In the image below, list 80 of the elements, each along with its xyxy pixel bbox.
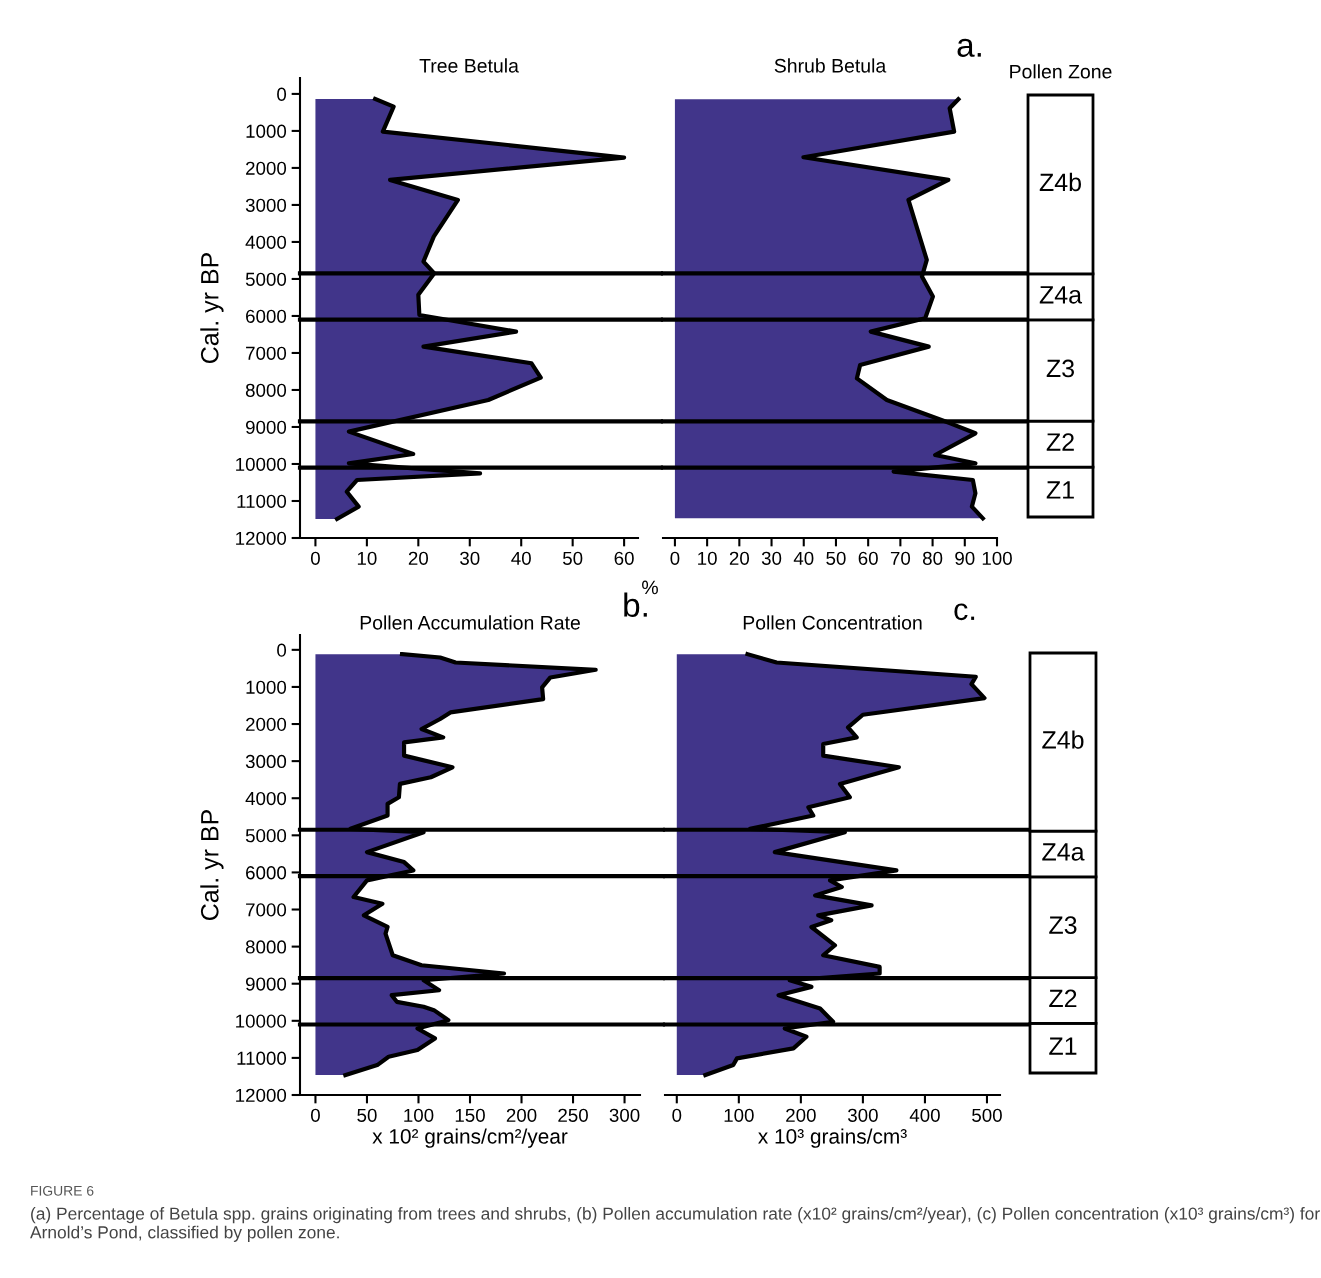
y-tick-label: 12000 — [236, 531, 287, 545]
x-tick-label: 100 — [404, 1108, 434, 1122]
y-tick-label: 12000 — [236, 1088, 287, 1102]
text: a. — [957, 38, 981, 57]
y-tick-label: 0 — [277, 87, 287, 101]
x-tick-label: 80 — [922, 551, 943, 565]
y-tick-label: 7000 — [246, 346, 287, 360]
x-tick-label: 40 — [511, 551, 531, 565]
x-tick-label: 60 — [858, 551, 878, 565]
y-tick-label: 3000 — [245, 754, 287, 769]
x-tick-label: 300 — [609, 1108, 640, 1122]
chart-title: Shrub Betula — [774, 58, 887, 73]
y-tick-label: 9000 — [245, 977, 287, 991]
x-tick-label: 100 — [724, 1108, 754, 1122]
y-tick-label: 11000 — [237, 494, 287, 508]
y-tick-label: 1000 — [246, 124, 287, 138]
y-axis-title: Cal. yr BP — [200, 253, 224, 363]
y-tick-label: 10000 — [236, 457, 287, 471]
y-tick-label: 11000 — [237, 1051, 287, 1065]
x-tick-label: 200 — [506, 1108, 537, 1122]
y-tick-label: 3000 — [245, 198, 287, 212]
x-tick-label: 400 — [909, 1108, 940, 1122]
x-tick-label: 30 — [761, 551, 782, 565]
x-tick-label: 0 — [672, 1108, 682, 1122]
x-tick-label: 20 — [408, 551, 429, 565]
x-tick-label: 300 — [847, 1108, 878, 1122]
y-tick-label: 4000 — [245, 791, 287, 806]
x-tick-label: 150 — [455, 1108, 485, 1122]
chart-title: Pollen Accumulation Rate — [360, 615, 580, 630]
y-tick-label: 5000 — [245, 829, 287, 843]
x-tick-label: 70 — [890, 551, 911, 565]
x-tick-label: 50 — [826, 551, 846, 565]
x-tick-label: 30 — [460, 551, 480, 565]
x-tick-label: 60 — [614, 551, 634, 565]
y-tick-label: 8000 — [245, 383, 287, 397]
x-axis-title: x 10² grains/cm²/year — [372, 1128, 568, 1148]
series-label: Z3 — [1046, 359, 1074, 378]
y-tick-label: 1000 — [246, 680, 287, 694]
y-tick-label: 6000 — [246, 866, 287, 880]
chart-title: Pollen Concentration — [743, 615, 922, 630]
x-tick-label: 500 — [972, 1108, 1002, 1122]
text: c. — [954, 603, 975, 621]
y-tick-label: 5000 — [245, 272, 287, 286]
series-label: Z4b — [1042, 730, 1084, 749]
chart-title: Tree Betula — [419, 58, 519, 73]
chart-title: Pollen Zone — [1010, 64, 1112, 79]
x-tick-label: 0 — [670, 551, 680, 565]
x-tick-label: 200 — [786, 1108, 816, 1122]
y-axis-title: Cal. yr BP — [200, 810, 224, 920]
x-tick-label: 100 — [982, 551, 1012, 565]
series-label: Z3 — [1049, 916, 1077, 934]
x-tick-label: 10 — [698, 551, 717, 565]
y-tick-label: 4000 — [245, 235, 287, 249]
y-tick-label: 6000 — [246, 309, 287, 323]
series-label: Z4a — [1039, 286, 1083, 304]
y-tick-label: 2000 — [246, 717, 287, 732]
series-label: Z2 — [1049, 989, 1077, 1008]
x-tick-label: 50 — [357, 1108, 377, 1122]
y-tick-label: 7000 — [246, 903, 287, 917]
y-tick-label: 10000 — [236, 1014, 287, 1028]
series-label: Z1 — [1046, 481, 1074, 499]
x-tick-label: 20 — [729, 551, 750, 565]
x-tick-label: 250 — [558, 1108, 588, 1122]
x-axis-title: x 10³ grains/cm³ — [758, 1128, 907, 1148]
series-label: Z4a — [1042, 843, 1085, 861]
series-label: Z2 — [1046, 433, 1074, 451]
y-tick-label: 2000 — [246, 161, 287, 175]
x-tick-label: 40 — [793, 551, 814, 565]
caption: FIGURE 6 — [31, 1185, 94, 1196]
y-tick-label: 9000 — [245, 420, 287, 434]
y-tick-label: 0 — [277, 643, 287, 657]
y-tick-label: 8000 — [245, 940, 287, 954]
x-tick-label: 10 — [357, 551, 377, 565]
x-tick-label: 50 — [562, 551, 583, 565]
text: (a) Percentage of Betula spp. grains originating from trees and shrubs, (b) Pollen accumulation rate (x10² grains/cm²/year), (c) Pollen concentration (x10³ grains/cm³) for Arnold’s Pond, classified by pollen zone. — [30, 1207, 1320, 1242]
series-label: Z4b — [1039, 172, 1081, 192]
x-tick-label: 90 — [955, 551, 975, 565]
series-label: Z1 — [1049, 1037, 1077, 1055]
x-tick-label: 0 — [310, 551, 320, 565]
x-tick-label: 0 — [310, 1108, 320, 1122]
